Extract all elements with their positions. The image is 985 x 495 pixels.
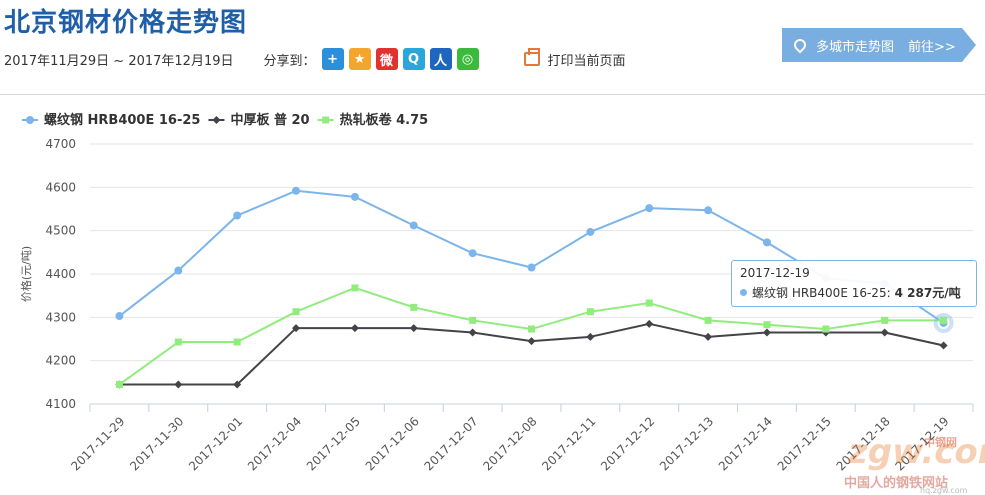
print-label: 打印当前页面 [547,53,626,69]
data-point [763,321,771,329]
legend-marker [212,116,221,124]
watermark-tag: 中钢网 [924,436,957,449]
data-point [292,324,301,333]
data-point [645,319,654,328]
data-point [469,316,477,324]
data-point [645,299,653,307]
watermark-slogan: 中国人的钢铁网站 [844,476,949,491]
multicity-button[interactable]: 多城市走势图 前往>> [782,28,976,62]
x-tick-label: 2017-12-13 [657,414,716,473]
data-point [468,249,477,258]
data-point [880,328,889,337]
data-point [528,325,535,333]
tooltip-date: 2017-12-19 [740,266,810,280]
data-point [645,204,654,213]
y-tick-label: 4600 [45,180,76,194]
data-point [351,284,359,292]
data-point [174,380,183,389]
data-point [174,338,182,346]
x-tick-label: 2017-11-30 [127,414,186,473]
data-point [233,380,242,389]
x-tick-label: 2017-12-06 [363,414,422,473]
multicity-goto-label: 前往>> [908,39,956,55]
watermark-text: zgw.com [848,432,985,472]
data-point [350,324,359,333]
data-point [292,186,301,195]
renren-share-icon[interactable]: 人 [429,48,452,70]
printer-icon [523,48,540,66]
y-tick-label: 4700 [45,137,76,151]
y-tick-label: 4400 [45,267,76,281]
x-tick-label: 2017-12-11 [539,414,598,473]
share-label: 分享到： [263,53,316,69]
sub-toolbar: 2017年11月29日 ~ 2017年12月19日 分享到： + ★ 微 Q 人 ◎ 打印… [4,48,626,70]
page-title: 北京钢材价格走势图 [4,8,248,38]
data-point [233,211,242,220]
divider [0,94,985,95]
y-axis-label: 价格(元/吨) [19,246,33,302]
data-point [586,308,594,316]
x-tick-label: 2017-12-14 [716,414,775,473]
legend-item[interactable]: 螺纹钢 HRB400E 16-25 [44,112,200,128]
tooltip-series: 螺纹钢 HRB400E 16-25: [752,286,891,300]
data-point [527,263,536,272]
data-point [410,303,418,311]
plus-share-icon[interactable]: + [321,48,344,70]
date-range: 2017年11月29日 ~ 2017年12月19日 [4,53,234,69]
y-tick-label: 4300 [45,310,76,324]
data-point [704,206,713,215]
data-point [822,325,830,333]
chart-tooltip: 2017-12-19 螺纹钢 HRB400E 16-25: 4 287元/吨 [731,260,977,307]
data-point [115,381,123,388]
y-tick-label: 4500 [45,224,76,238]
data-point [350,192,359,201]
x-tick-label: 2017-11-29 [68,414,127,473]
x-tick-label: 2017-12-05 [304,414,363,473]
qzone-share-icon[interactable]: ★ [348,48,371,70]
data-point [704,316,712,324]
wechat-share-icon[interactable]: ◎ [456,48,479,70]
x-tick-label: 2017-12-08 [480,414,539,473]
data-point [762,238,771,247]
x-tick-label: 2017-12-04 [245,414,304,473]
hover-halo [933,312,954,333]
watermark-logo: zgw.com 中钢网 中国人的钢铁网站 hq.zgw.com [836,428,985,495]
series-line-1 [119,322,944,386]
multicity-label: 多城市走势图 [816,39,895,55]
share-icons: + ★ 微 Q 人 ◎ [321,48,484,70]
data-point [292,308,300,316]
watermark-url: hq.zgw.com [920,486,968,495]
x-tick-label: 2017-12-15 [775,414,834,473]
data-point [704,332,713,341]
data-point [527,337,536,346]
data-point [881,316,889,324]
weibo-share-icon[interactable]: 微 [375,48,398,70]
legend-item[interactable]: 热轧板卷 4.75 [340,112,429,128]
data-point [940,316,948,324]
data-point [174,266,183,275]
print-button[interactable]: 打印当前页面 [523,48,626,69]
tooltip-value: 4 287元/吨 [894,286,961,300]
location-pin-icon [791,36,809,54]
tencent-weibo-share-icon[interactable]: Q [402,48,425,70]
data-point [939,341,948,350]
data-point [586,332,595,341]
legend-marker [26,116,34,124]
data-point [233,338,241,346]
x-tick-label: 2017-12-01 [186,414,245,473]
data-point [409,221,418,230]
x-tick-label: 2017-12-07 [422,414,481,473]
data-point [409,324,418,333]
data-point [468,328,477,337]
x-tick-label: 2017-12-12 [598,414,657,473]
data-point [586,227,595,236]
tooltip-series-marker [740,289,747,296]
data-point [762,328,771,337]
y-tick-label: 4100 [45,397,76,411]
y-tick-label: 4200 [45,354,76,368]
data-point [115,312,124,321]
legend-item[interactable]: 中厚板 普 20 [230,112,309,128]
legend-marker [322,116,330,124]
